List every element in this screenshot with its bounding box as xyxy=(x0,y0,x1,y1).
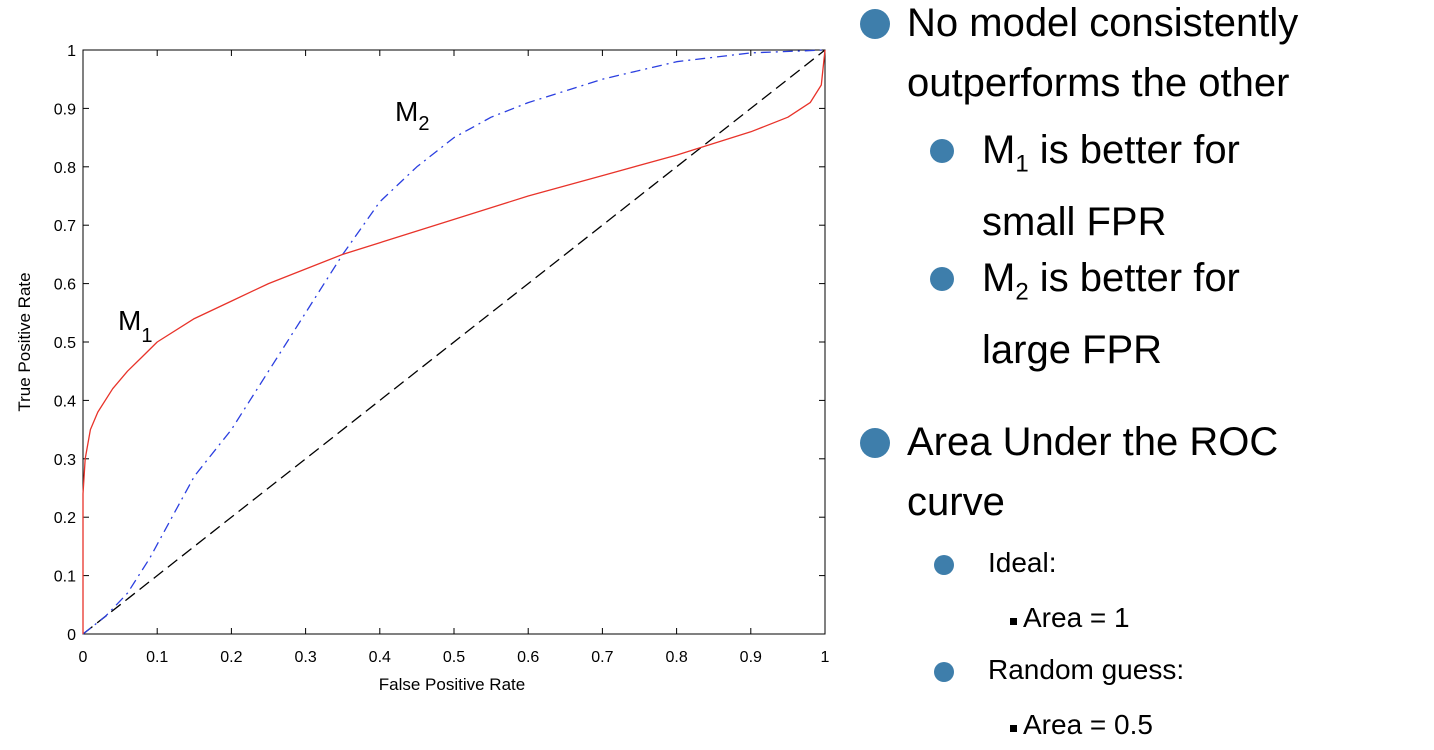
series-lines xyxy=(82,49,826,635)
roc-chart: 0 0.1 0.2 0.3 0.4 0.5 0.6 0.7 0.8 0.9 1 0 0.1 0.2 0.3… xyxy=(15,43,830,694)
bullet-text: Area = 0.5 xyxy=(1023,709,1153,740)
bullet-text: Ideal: xyxy=(988,547,1057,578)
y-tick-label: 0.6 xyxy=(54,277,76,294)
x-tick-label: 0.8 xyxy=(665,649,687,666)
y-tick-label: 0.9 xyxy=(54,101,76,118)
y-tick-label: 0 xyxy=(67,627,76,644)
x-tick-label: 0.4 xyxy=(369,649,391,666)
bullet-text: Area Under the ROC curve xyxy=(907,420,1279,524)
series-label-m2-sub: 2 xyxy=(418,113,429,135)
x-tick-label: 0.3 xyxy=(294,649,316,666)
square-bullet-icon xyxy=(1010,618,1017,625)
x-tick-label: 0.1 xyxy=(146,649,168,666)
bullet-dot-icon xyxy=(930,267,954,291)
x-tick-label: 0.7 xyxy=(591,649,613,666)
series-label-m1-main: M xyxy=(118,305,141,336)
y-tick-labels: 0 0.1 0.2 0.3 0.4 0.5 0.6 0.7 0.8 0.9 1 xyxy=(54,43,76,644)
y-tick-label: 0.4 xyxy=(54,393,76,410)
series-label-m1: M1 xyxy=(118,305,152,347)
series-label-m1-sub: 1 xyxy=(141,325,152,347)
bullet-m2-better: M2 is better for large FPR xyxy=(930,249,1240,379)
bullet-dot-icon xyxy=(934,555,954,575)
y-tick-label: 0.5 xyxy=(54,335,76,352)
square-bullet-icon xyxy=(1010,725,1017,732)
bullet-dot-icon xyxy=(934,662,954,682)
bullet-list: No model consistently outperforms the ot… xyxy=(860,0,1434,750)
bullet-ideal: Ideal: xyxy=(934,543,1057,583)
x-tick-label: 0 xyxy=(79,649,88,666)
x-tick-label: 0.2 xyxy=(220,649,242,666)
x-axis-title: False Positive Rate xyxy=(379,675,525,694)
x-tick-label: 0.5 xyxy=(443,649,465,666)
bullet-area-05: Area = 0.5 xyxy=(1010,705,1153,745)
bullet-text: M1 is better for small FPR xyxy=(982,128,1240,245)
y-tick-label: 0.7 xyxy=(54,218,76,235)
series-m1-line xyxy=(82,49,826,634)
y-tick-label: 0.1 xyxy=(54,569,76,586)
y-tick-label: 0.2 xyxy=(54,510,76,527)
y-axis-title: True Positive Rate xyxy=(15,272,34,411)
bullet-text: Area = 1 xyxy=(1023,602,1130,633)
bullet-random-guess: Random guess: xyxy=(934,650,1184,690)
y-tick-label: 0.8 xyxy=(54,160,76,177)
x-tick-labels: 0 0.1 0.2 0.3 0.4 0.5 0.6 0.7 0.8 0.9 1 xyxy=(79,649,830,666)
y-tick-label: 1 xyxy=(67,43,76,60)
series-label-m2-main: M xyxy=(395,96,418,127)
bullet-area-1: Area = 1 xyxy=(1010,598,1130,638)
bullet-dot-icon xyxy=(860,428,890,458)
bullet-text: M2 is better for large FPR xyxy=(982,256,1240,373)
x-tick-label: 0.6 xyxy=(517,649,539,666)
x-tick-label: 0.9 xyxy=(740,649,762,666)
bullet-auc: Area Under the ROC curve xyxy=(860,412,1377,532)
bullet-text: No model consistently outperforms the ot… xyxy=(907,1,1299,105)
bullet-text: Random guess: xyxy=(988,654,1185,685)
bullet-m1-better: M1 is better for small FPR xyxy=(930,121,1240,251)
bullet-dot-icon xyxy=(860,9,890,39)
bullet-dot-icon xyxy=(930,139,954,163)
random-guess-line xyxy=(82,49,826,635)
bullet-no-model: No model consistently outperforms the ot… xyxy=(860,0,1427,113)
y-tick-label: 0.3 xyxy=(54,452,76,469)
series-label-m2: M2 xyxy=(395,96,429,135)
x-tick-label: 1 xyxy=(821,649,830,666)
